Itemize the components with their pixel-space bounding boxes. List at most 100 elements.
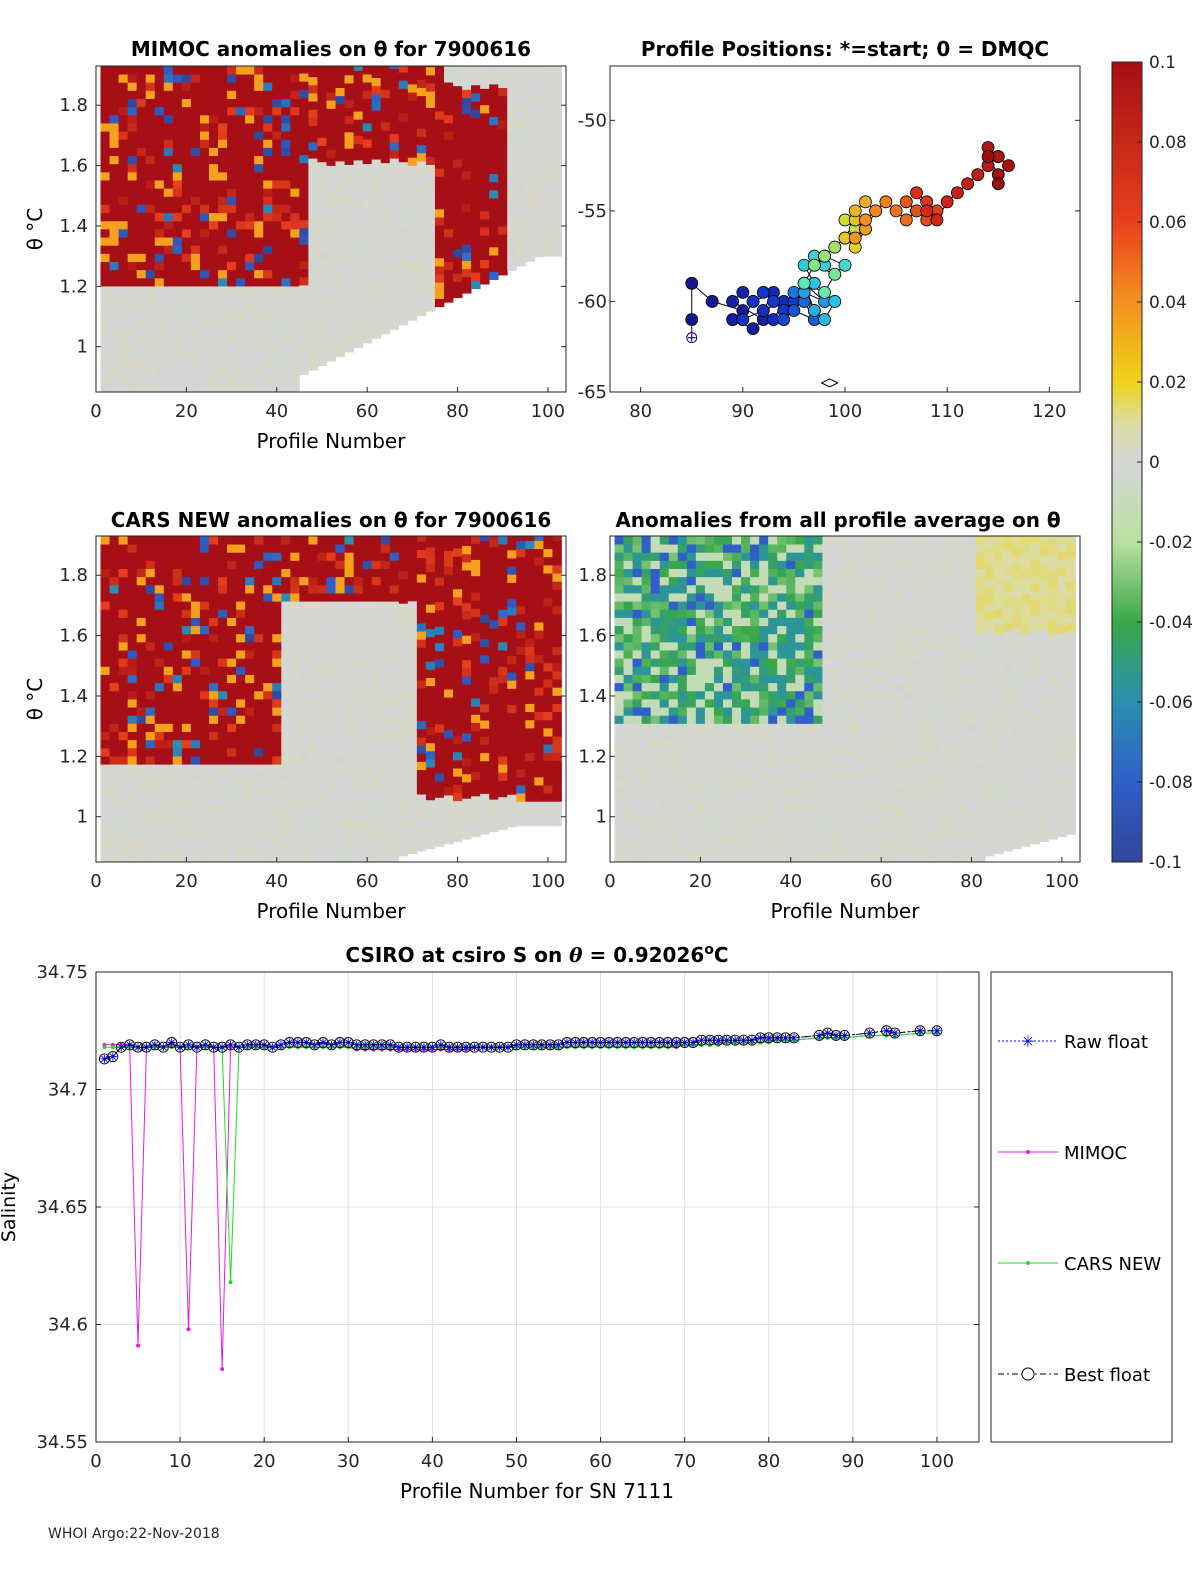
mimoc-cell — [127, 212, 138, 222]
mimoc-cell — [272, 123, 282, 132]
mimoc-cell — [326, 222, 336, 232]
allavg-cell — [659, 796, 670, 806]
cars-cell — [398, 823, 409, 832]
mimoc-cell — [145, 188, 156, 197]
mimoc-cell — [154, 343, 165, 352]
cars-cell — [362, 756, 373, 765]
cars-cell — [190, 837, 201, 847]
mimoc-cell — [335, 169, 345, 178]
cars-cell — [254, 568, 264, 578]
mimoc-cell — [398, 251, 409, 261]
mimoc-cell — [227, 286, 237, 295]
allavg-cell — [741, 756, 751, 765]
mimoc-cell — [218, 253, 228, 262]
mimoc-cell — [534, 224, 544, 233]
mimoc-cell — [317, 194, 327, 203]
allavg-cell — [777, 568, 787, 578]
cars-cell — [425, 653, 436, 662]
mimoc-cell — [353, 192, 364, 202]
mimoc-cell — [507, 148, 517, 157]
cars-cell — [172, 641, 183, 651]
allavg-cell — [668, 536, 679, 545]
mimoc-cell — [416, 291, 427, 300]
allavg-cell — [641, 780, 652, 790]
allavg-cell — [741, 699, 751, 708]
cars-cell — [353, 617, 364, 627]
cars-cell — [434, 626, 445, 635]
allavg-cell — [777, 837, 787, 847]
allavg-cell — [741, 560, 751, 569]
cars-cell — [218, 593, 228, 602]
allavg-cell — [741, 609, 751, 618]
cars-cell — [443, 729, 454, 739]
cars-cell — [543, 695, 553, 704]
allavg-cell — [795, 772, 805, 781]
cars-cell — [245, 739, 255, 749]
allavg-cell — [641, 772, 652, 781]
mimoc-cell — [199, 74, 210, 83]
cars-cell — [507, 566, 517, 575]
cars-cell — [425, 636, 436, 646]
positions-dmqc-marker — [820, 378, 839, 388]
mimoc-cell — [272, 163, 282, 173]
mimoc-cell — [263, 229, 273, 238]
cars-cell — [389, 682, 400, 692]
mimoc-cell — [489, 83, 499, 93]
allavg-cell — [813, 837, 823, 847]
cars-cell — [362, 845, 373, 855]
mimoc-cell — [245, 261, 255, 271]
cars-cell — [425, 734, 436, 744]
cars-cell — [407, 633, 418, 643]
mimoc-cell — [335, 103, 345, 113]
mimoc-cell — [434, 86, 445, 96]
mimoc-cell — [172, 229, 183, 238]
cars-cell — [254, 682, 264, 692]
mimoc-cell — [471, 190, 481, 200]
mimoc-cell — [308, 353, 318, 363]
mimoc-cell — [145, 131, 156, 140]
mimoc-cell — [127, 66, 138, 75]
allavg-cell — [659, 601, 670, 610]
cars-cell — [218, 650, 228, 659]
cars-cell — [218, 739, 228, 749]
cars-cell — [127, 658, 138, 667]
allavg-cell — [713, 788, 724, 798]
cars-cell — [543, 536, 553, 541]
mimoc-cell — [543, 190, 553, 200]
cars-cell — [245, 780, 255, 790]
allavg-cell — [623, 674, 633, 684]
cars-cell — [398, 603, 409, 612]
mimoc-cell — [362, 236, 373, 246]
cars-cell — [407, 747, 418, 757]
allavg-cell — [768, 845, 778, 855]
cars-cell — [344, 568, 354, 578]
cars-cell — [281, 568, 291, 578]
cars-cell — [254, 658, 264, 667]
cars-cell — [199, 609, 210, 618]
mimoc-cell — [308, 337, 318, 347]
cars-cell — [190, 601, 201, 610]
allavg-cell — [813, 658, 823, 667]
cars-cell — [199, 544, 210, 553]
cars-cell — [344, 837, 354, 847]
mimoc-cell — [407, 66, 418, 69]
cars-cell — [543, 613, 553, 623]
mimoc-cell — [380, 203, 391, 213]
cars-cell — [480, 540, 490, 550]
mimoc-cell — [362, 310, 373, 319]
cars-cell — [208, 633, 219, 643]
allavg-cell — [713, 576, 724, 586]
mimoc-cell — [227, 253, 237, 262]
cars-cell — [443, 558, 454, 568]
mimoc-cell — [100, 196, 110, 205]
cars-cell — [326, 666, 336, 675]
cars-cell — [462, 667, 472, 677]
cars-cell — [208, 772, 219, 781]
mimoc-cell — [299, 179, 309, 188]
mimoc-cell — [136, 367, 147, 377]
mimoc-cell — [425, 221, 436, 231]
cars-cell — [371, 536, 382, 545]
cars-cell — [199, 731, 210, 741]
mimoc-cell — [389, 272, 400, 281]
mimoc-cell — [290, 277, 300, 287]
